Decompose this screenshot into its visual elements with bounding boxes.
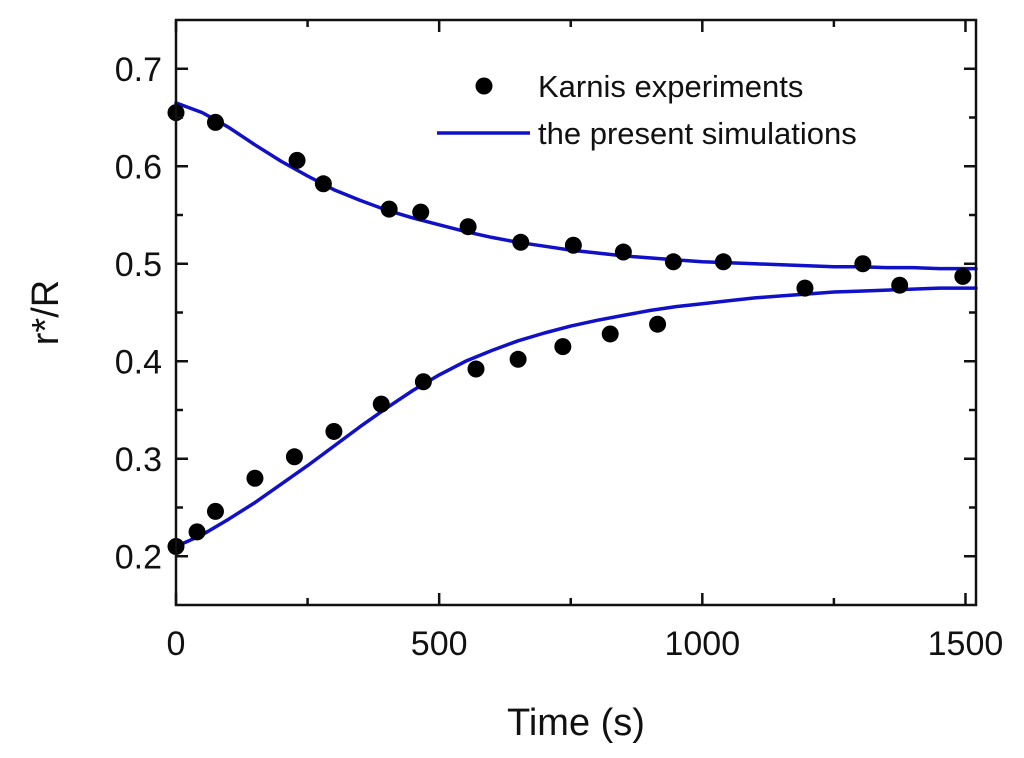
legend-label-experiments: Karnis experiments <box>538 69 803 104</box>
experiment-point <box>246 469 264 487</box>
experiment-point <box>564 236 582 254</box>
experiment-point <box>380 200 398 218</box>
y-tick-label: 0.5 <box>115 246 162 284</box>
experiment-point <box>372 395 390 413</box>
experiment-point <box>954 267 972 285</box>
experiment-point <box>714 253 732 271</box>
experiment-point <box>509 350 527 368</box>
experiment-point <box>796 279 814 297</box>
x-tick-label: 0 <box>167 625 186 663</box>
legend: Karnis experiments the present simulatio… <box>437 69 857 151</box>
experiment-point <box>414 373 432 391</box>
y-tick-label: 0.7 <box>115 51 162 89</box>
experiment-point <box>206 113 224 131</box>
legend-marker-icon <box>475 77 493 95</box>
experiment-point <box>512 233 530 251</box>
experiment-point <box>649 315 667 333</box>
experiment-point <box>325 422 343 440</box>
y-axis-title: r*/R <box>25 280 67 345</box>
y-tick-label: 0.6 <box>115 148 162 186</box>
experiment-point <box>601 325 619 343</box>
x-tick-label: 1500 <box>928 625 1004 663</box>
simulation-line <box>174 286 978 549</box>
experiment-point <box>467 360 485 378</box>
plot-marks <box>167 101 978 555</box>
experiment-point <box>664 253 682 271</box>
experiment-point <box>188 523 206 541</box>
x-axis-title: Time (s) <box>507 702 645 744</box>
x-tick-label: 1000 <box>664 625 740 663</box>
experiment-point <box>412 203 430 221</box>
plot-frame <box>174 18 978 607</box>
x-axis: 0 500 1000 1500 <box>167 20 1004 663</box>
y-tick-label: 0.2 <box>115 538 162 576</box>
experiment-point <box>554 338 572 356</box>
experiment-point <box>285 448 303 466</box>
experiment-point <box>854 255 872 273</box>
y-tick-label: 0.4 <box>115 343 162 381</box>
legend-label-simulations: the present simulations <box>538 116 857 151</box>
y-tick-label: 0.3 <box>115 441 162 479</box>
experiment-point <box>614 243 632 261</box>
experiment-point <box>288 151 306 169</box>
experiment-point <box>459 218 477 236</box>
y-axis: 0.2 0.3 0.4 0.5 0.6 0.7 <box>115 51 976 576</box>
experiment-point <box>891 276 909 294</box>
x-tick-label: 500 <box>411 625 468 663</box>
experiment-point <box>314 175 332 193</box>
experiment-point <box>206 502 224 520</box>
